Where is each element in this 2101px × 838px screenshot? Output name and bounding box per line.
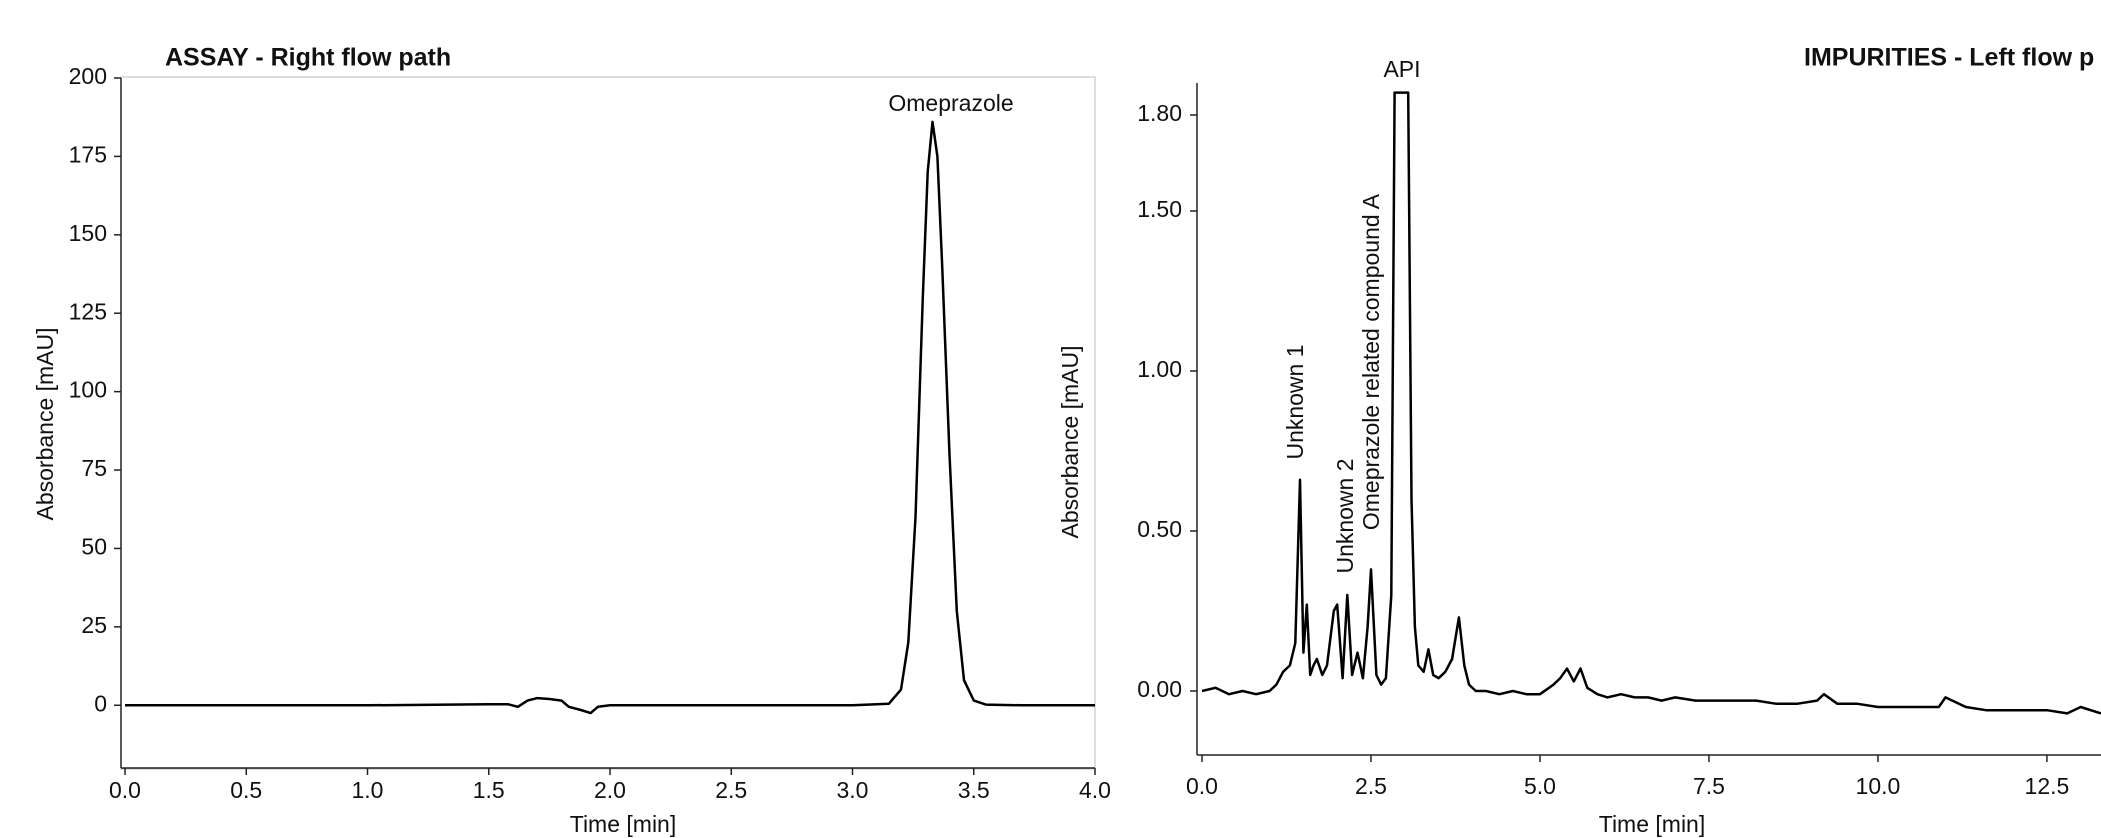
peak-label: Unknown 1 (1282, 344, 1308, 459)
x-axis-label: Time [min] (570, 811, 677, 837)
x-tick-label: 3.0 (837, 777, 869, 803)
peak-label: API (1383, 56, 1420, 82)
x-tick-label: 0.0 (1186, 773, 1218, 799)
peak-label: Omeprazole related compound A (1358, 193, 1384, 530)
y-tick-label: 1.00 (1137, 356, 1182, 382)
x-tick-label: 2.5 (715, 777, 747, 803)
x-tick-label: 4.0 (1079, 777, 1111, 803)
peak-label: Unknown 2 (1332, 458, 1358, 573)
y-tick-label: 175 (69, 141, 107, 167)
x-tick-label: 1.5 (473, 777, 505, 803)
chart-title: ASSAY - Right flow path (165, 44, 451, 72)
x-tick-label: 1.0 (352, 777, 384, 803)
x-axis-label: Time [min] (1599, 811, 1706, 837)
y-tick-label: 125 (69, 298, 107, 324)
y-tick-label: 1.80 (1137, 100, 1182, 126)
x-tick-label: 0.0 (109, 777, 141, 803)
y-axis-label: Absorbance [mAU] (32, 327, 58, 520)
x-tick-label: 7.5 (1693, 773, 1725, 799)
x-tick-label: 10.0 (1856, 773, 1901, 799)
x-tick-label: 5.0 (1524, 773, 1556, 799)
y-tick-label: 50 (81, 534, 107, 560)
y-tick-label: 200 (69, 63, 107, 89)
peak-label: Omeprazole (888, 90, 1013, 116)
y-tick-label: 75 (81, 455, 107, 481)
trace (125, 120, 1095, 715)
y-tick-label: 0.00 (1137, 676, 1182, 702)
x-tick-label: 2.0 (594, 777, 626, 803)
x-tick-label: 0.5 (230, 777, 262, 803)
x-tick-label: 12.5 (2025, 773, 2070, 799)
y-axis-label: Absorbance [mAU] (1057, 345, 1083, 538)
x-tick-label: 3.5 (958, 777, 990, 803)
y-tick-label: 25 (81, 612, 107, 638)
x-tick-label: 2.5 (1355, 773, 1387, 799)
y-tick-label: 1.50 (1137, 196, 1182, 222)
y-tick-label: 100 (69, 377, 107, 403)
y-tick-label: 150 (69, 220, 107, 246)
y-tick-label: 0.50 (1137, 516, 1182, 542)
trace (1201, 91, 2101, 715)
y-tick-label: 0 (94, 690, 107, 716)
chart-title: IMPURITIES - Left flow p (1804, 44, 2094, 72)
